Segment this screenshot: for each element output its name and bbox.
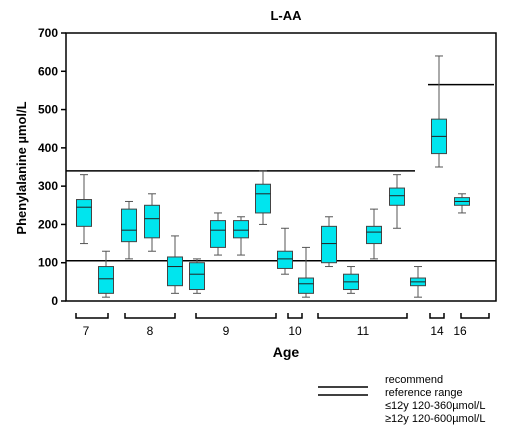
box-11-2	[343, 266, 359, 294]
box-14-2	[431, 55, 447, 168]
legend-text-2: reference range	[385, 387, 463, 399]
y-tick-label: 400	[38, 141, 58, 155]
box-body	[321, 225, 337, 264]
age-group-label: 9	[223, 324, 230, 338]
plot-frame	[65, 32, 497, 302]
age-group-bracket	[124, 313, 176, 319]
age-group-bracket	[460, 313, 490, 319]
box-11-3	[366, 208, 382, 260]
box-16-1	[454, 193, 470, 214]
box-body	[298, 277, 314, 294]
y-tick-label: 500	[38, 103, 58, 117]
age-group-bracket	[75, 313, 109, 319]
age-group-label: 10	[288, 324, 302, 338]
box-body	[255, 183, 271, 214]
box-8-3	[167, 235, 183, 294]
box-body	[76, 199, 92, 227]
box-14-1	[410, 266, 426, 298]
y-tick-label: 200	[38, 217, 58, 231]
y-axis-label: Phenylalanine µmol/L	[14, 101, 29, 234]
box-body	[277, 250, 293, 269]
age-group-bracket	[287, 313, 303, 319]
age-group-label: 7	[83, 324, 90, 338]
box-body	[210, 220, 226, 248]
box-8-2	[144, 193, 160, 252]
chart-title: L-AA	[270, 8, 302, 23]
box-11-4	[389, 174, 405, 229]
age-groups: 7 8 9 10 11 14 16	[75, 313, 490, 338]
box-10-1	[277, 227, 293, 275]
box-8-1	[121, 200, 137, 260]
y-tick-label: 0	[51, 294, 58, 308]
box-body	[121, 208, 137, 243]
age-group-label: 11	[357, 324, 370, 338]
y-tick-label: 300	[38, 179, 58, 193]
legend-text-1: recommend	[385, 374, 443, 386]
reference-lines	[66, 83, 496, 262]
age-group-bracket	[195, 313, 277, 319]
legend: recommend reference range ≤12y 120-360µm…	[318, 374, 485, 425]
box-9-2	[210, 212, 226, 256]
box-series	[76, 55, 470, 298]
age-group-bracket	[429, 313, 445, 319]
box-body	[366, 225, 382, 245]
box-body	[98, 266, 114, 294]
box-9-3	[233, 216, 249, 256]
y-tick-label: 600	[38, 64, 58, 78]
legend-text-4: ≥12y 120-600µmol/L	[385, 413, 485, 425]
age-group-label: 16	[453, 324, 467, 338]
age-group-label: 14	[430, 324, 444, 338]
box-9-4	[255, 170, 271, 225]
age-group-label: 8	[147, 324, 154, 338]
box-9-1	[189, 258, 205, 294]
x-axis-label: Age	[273, 344, 300, 360]
y-tick-label: 700	[38, 26, 58, 40]
box-11-1	[321, 216, 337, 268]
y-tick-label: 100	[38, 256, 58, 270]
box-10-2	[298, 246, 314, 298]
box-body	[233, 220, 249, 239]
box-7-2	[98, 250, 114, 298]
box-body	[167, 256, 183, 287]
y-axis: 0 100 200 300 400 500 600 700	[38, 26, 66, 308]
box-body	[189, 262, 205, 291]
box-body	[389, 187, 405, 206]
age-group-bracket	[317, 313, 408, 319]
legend-text-3: ≤12y 120-360µmol/L	[385, 400, 485, 412]
box-body	[144, 204, 160, 239]
box-7-1	[76, 174, 92, 245]
